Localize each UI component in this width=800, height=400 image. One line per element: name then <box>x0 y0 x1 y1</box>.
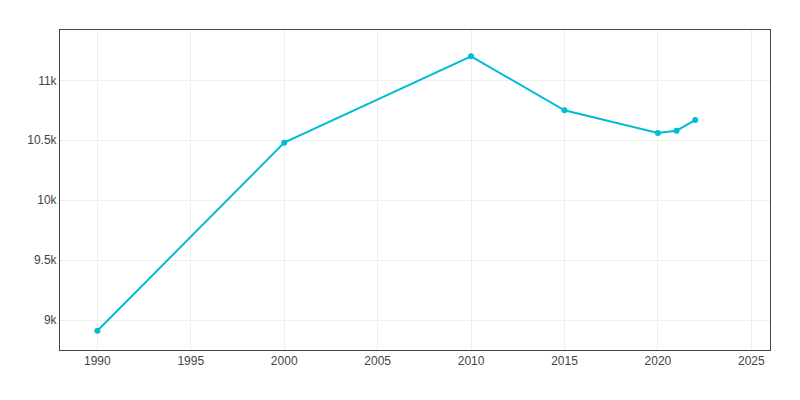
svg-text:9.5k: 9.5k <box>34 253 58 267</box>
svg-text:10.5k: 10.5k <box>27 133 57 147</box>
svg-text:2025: 2025 <box>738 354 765 368</box>
svg-text:1995: 1995 <box>177 354 204 368</box>
svg-text:2000: 2000 <box>271 354 298 368</box>
svg-text:11k: 11k <box>38 74 57 88</box>
svg-text:1990: 1990 <box>84 354 111 368</box>
svg-text:2020: 2020 <box>645 354 672 368</box>
svg-text:9k: 9k <box>44 313 58 327</box>
svg-text:10k: 10k <box>37 193 57 207</box>
svg-text:2010: 2010 <box>458 354 485 368</box>
svg-text:2005: 2005 <box>364 354 391 368</box>
svg-text:2015: 2015 <box>551 354 578 368</box>
